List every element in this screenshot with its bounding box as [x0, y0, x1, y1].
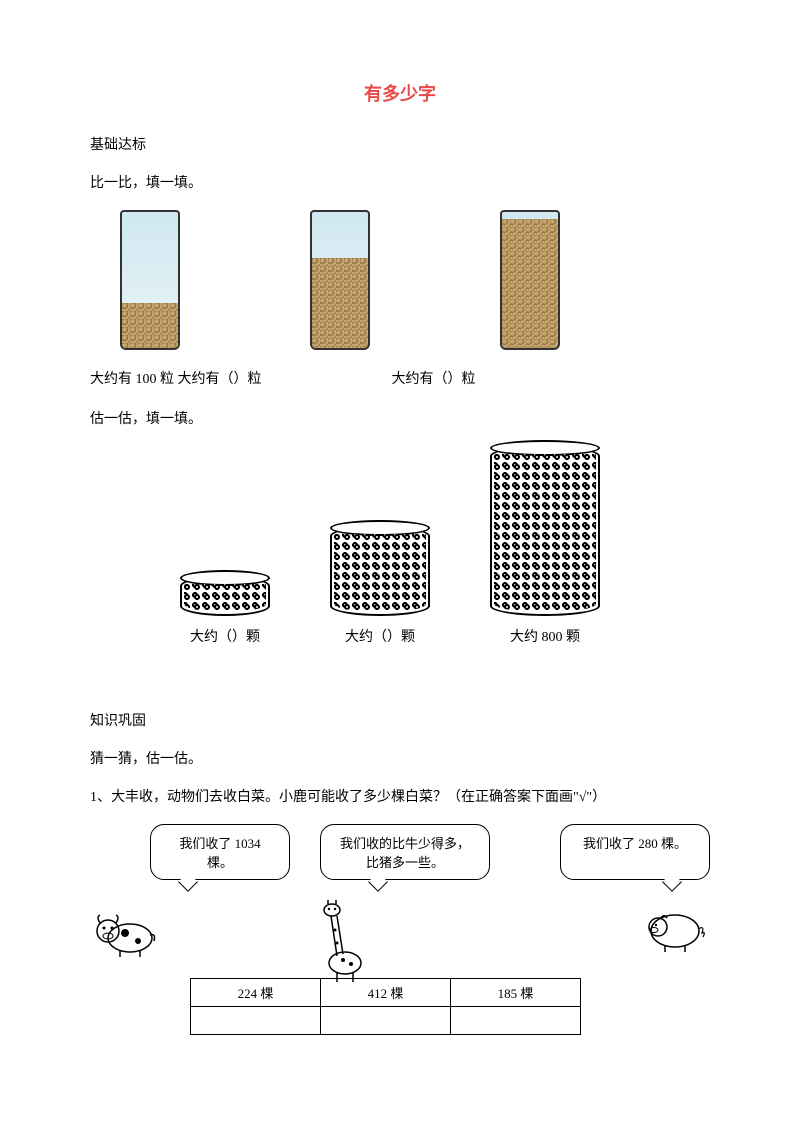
speech-bubble-cow: 我们收了 1034 棵。 — [150, 824, 290, 880]
instr-guess: 猜一猜，估一估。 — [90, 748, 710, 768]
instr-compare: 比一比，填一填。 — [90, 172, 710, 192]
jar-glass-icon — [120, 210, 180, 350]
pig-icon — [640, 903, 710, 958]
bubble-text: 我们收了 280 棵。 — [583, 836, 687, 851]
animals-row — [90, 888, 710, 988]
speech-bubble-giraffe: 我们收的比牛少得多，比猪多一些。 — [320, 824, 490, 880]
cylinder-1: 大约（）颗 — [180, 576, 270, 646]
grain-fill-icon — [502, 219, 558, 348]
jar-caption-3: 大约有（）粒 — [392, 368, 476, 388]
jar-captions: 大约有 100 粒 大约有（）粒 大约有（）粒 — [90, 368, 710, 388]
grain-fill-icon — [312, 258, 368, 348]
table-row — [191, 1007, 581, 1035]
cylinder-2: 大约（）颗 — [330, 526, 430, 646]
jar-glass-icon — [310, 210, 370, 350]
beads-icon — [334, 534, 426, 612]
page-title: 有多少字 — [90, 80, 710, 106]
cylinder-icon — [490, 446, 600, 616]
jar-3 — [500, 210, 560, 350]
cow-icon — [90, 903, 160, 963]
instr-estimate: 估一估，填一填。 — [90, 408, 710, 428]
giraffe-icon — [315, 898, 370, 988]
check-cell-1[interactable] — [191, 1007, 321, 1035]
grain-fill-icon — [122, 303, 178, 348]
speech-bubbles-row: 我们收了 1034 棵。 我们收的比牛少得多，比猪多一些。 我们收了 280 棵… — [90, 824, 710, 880]
cylinders-row: 大约（）颗 大约（）颗 大约 800 颗 — [90, 446, 710, 646]
check-cell-3[interactable] — [451, 1007, 581, 1035]
jar-glass-icon — [500, 210, 560, 350]
jar-caption-1-2: 大约有 100 粒 大约有（）粒 — [90, 368, 262, 388]
bubble-text: 我们收的比牛少得多，比猪多一些。 — [340, 836, 470, 870]
jar-2 — [310, 210, 370, 350]
jar-1 — [120, 210, 180, 350]
cyl-label-1: 大约（）颗 — [190, 626, 260, 646]
section2-label: 知识巩固 — [90, 710, 710, 730]
cyl-label-3: 大约 800 颗 — [510, 626, 580, 646]
beads-icon — [494, 454, 596, 612]
cylinder-icon — [330, 526, 430, 616]
cylinder-3: 大约 800 颗 — [490, 446, 600, 646]
beads-icon — [184, 584, 266, 612]
speech-bubble-pig: 我们收了 280 棵。 — [560, 824, 710, 880]
check-cell-2[interactable] — [321, 1007, 451, 1035]
cylinder-icon — [180, 576, 270, 616]
bubble-text: 我们收了 1034 棵。 — [179, 836, 260, 870]
jars-row — [90, 210, 710, 350]
cyl-label-2: 大约（）颗 — [345, 626, 415, 646]
question-1: 1、大丰收，动物们去收白菜。小鹿可能收了多少棵白菜？（在正确答案下面画"√"） — [90, 786, 710, 806]
section1-label: 基础达标 — [90, 134, 710, 154]
